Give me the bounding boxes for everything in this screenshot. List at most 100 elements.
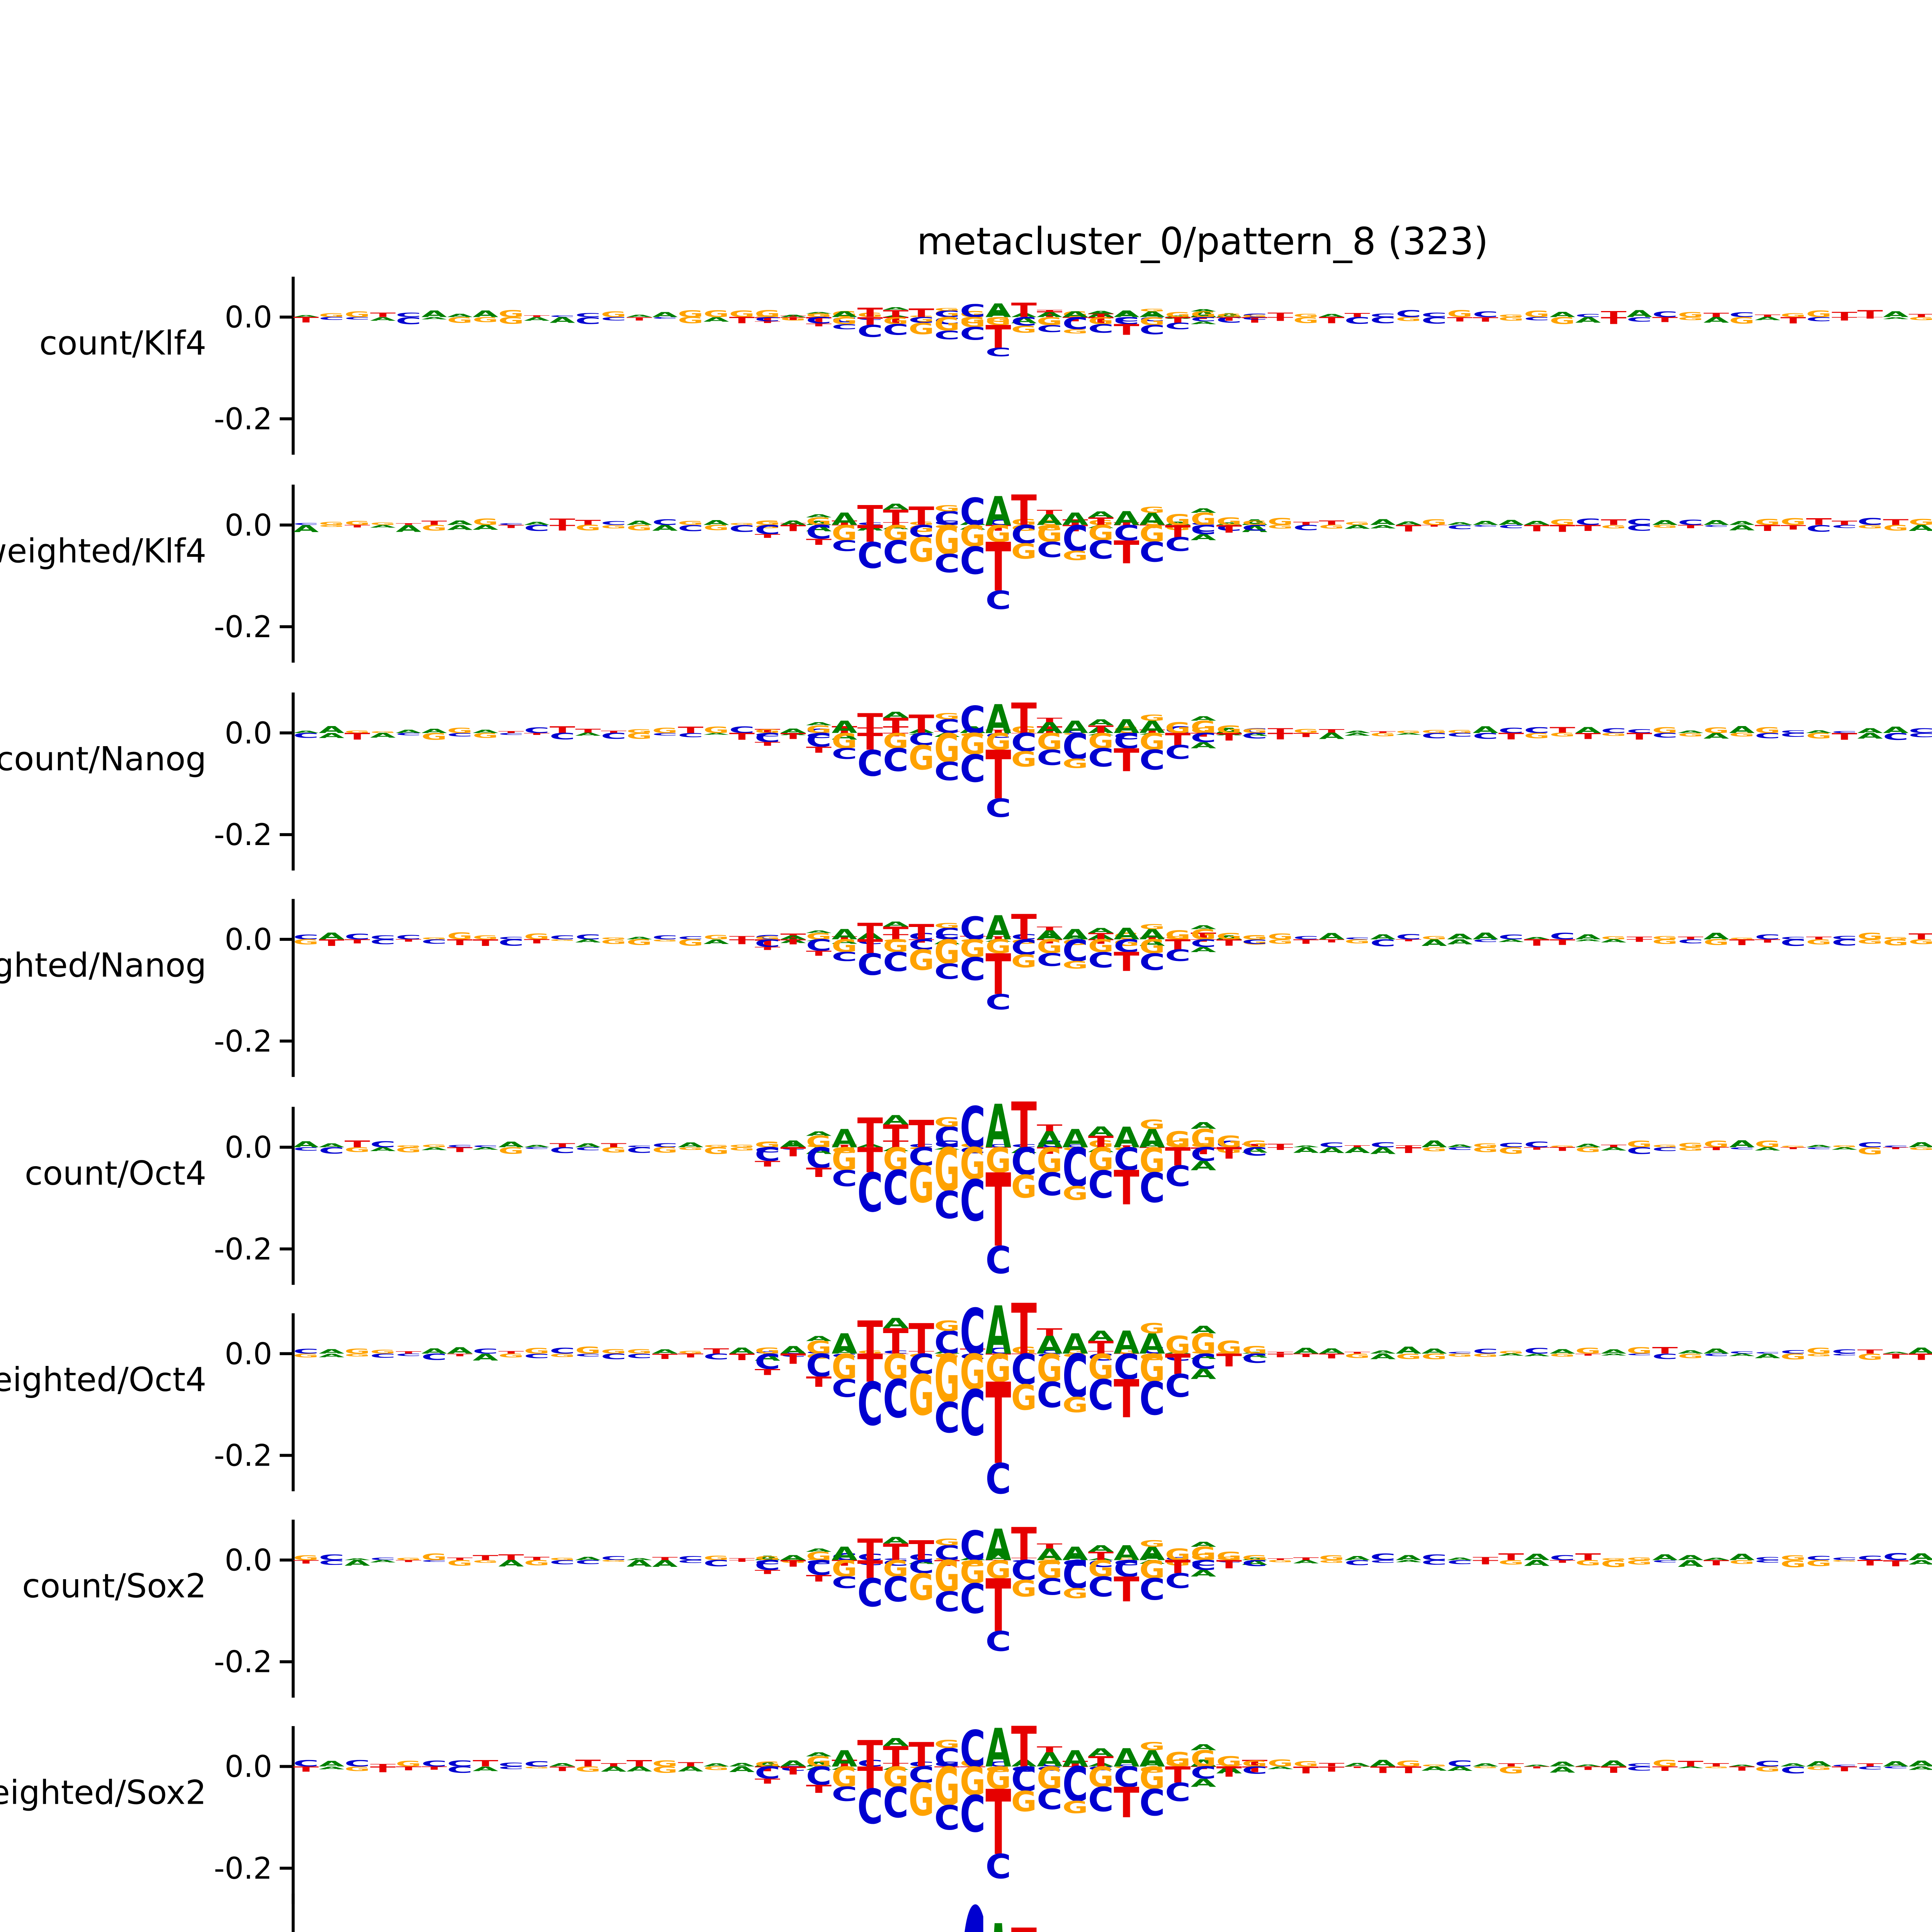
noise-letter: C [626,1145,652,1148]
logo-letter: A [1190,1323,1216,1336]
logo-letter: G [832,729,857,753]
logo-letter: C [1242,1764,1267,1776]
noise-letter: C [934,1139,960,1150]
noise-letter: A [473,1352,498,1363]
noise-letter: C [1114,316,1139,323]
noise-letter: G [447,726,473,735]
noise-letter: A [1139,733,1165,735]
noise-letter: T [1832,1765,1857,1773]
panel-label: count/Nanog [0,740,206,779]
noise-letter: A [781,732,806,736]
noise-letter: T [1575,1353,1601,1357]
noise-letter: C [1652,1146,1678,1153]
noise-letter: A [1832,1146,1857,1150]
noise-letter: A [1370,517,1396,527]
noise-letter: C [1781,732,1806,738]
noise-letter: C [1524,726,1549,735]
logo-letter: C [1165,1778,1190,1807]
noise-letter: G [1908,517,1932,527]
logo-letter: A [806,1130,832,1138]
logo-letter: C [960,951,985,988]
noise-letter: T [1601,1144,1627,1148]
logo-letter: G [755,935,780,940]
noise-letter: G [1806,1766,1832,1771]
noise-letter: A [1216,934,1242,940]
logo-letter: C [1190,523,1216,537]
noise-letter: G [1165,524,1190,532]
noise-letter: A [1601,1146,1627,1152]
noise-letter: C [1370,937,1396,949]
noise-letter: T [1524,523,1550,533]
noise-letter: G [1267,938,1293,946]
noise-letter: A [626,1558,652,1569]
logo-letter: A [1037,512,1063,529]
logo-letter: A [1114,309,1139,320]
noise-letter: G [498,315,524,326]
noise-letter: G [1857,1352,1883,1362]
logo-letter: G [883,315,908,327]
noise-letter: A [1344,1146,1370,1155]
noise-letter: A [319,931,345,942]
noise-letter: A [319,1766,345,1770]
logo-letter: A [1190,1777,1216,1789]
noise-letter: A [1319,1146,1344,1155]
noise-letter: T [1267,316,1293,322]
noise-letter: C [1344,315,1370,326]
noise-letter: T [1037,724,1062,735]
logo-letter: T [781,316,807,321]
noise-letter: T [1293,732,1319,738]
logo-letter: C [883,742,908,779]
noise-letter: G [447,1559,473,1568]
noise-letter: A [1908,523,1932,533]
noise-letter: A [985,939,1011,942]
logo-letter: A [985,1882,1011,1932]
logo-letter: A [1190,1568,1216,1579]
logo-letter: C [1011,1140,1037,1184]
noise-letter: G [908,315,934,318]
noise-letter: G [1473,1143,1498,1149]
logo-letter: C [1114,315,1139,327]
logo-letter: T [857,935,883,958]
noise-letter: G [1806,938,1832,946]
logo-letter: C [1190,316,1216,323]
noise-letter: A [1139,937,1165,948]
logo-letter: G [1063,1585,1088,1601]
logo-letter: C [960,490,985,534]
logo-letter: C [883,1161,908,1216]
logo-letter: G [934,1318,960,1334]
noise-letter: A [1319,931,1345,941]
noise-letter: T [1524,937,1550,947]
noise-letter: T [1114,1145,1139,1148]
logo-letter: T [985,319,1011,355]
logo-letter: G [883,1141,908,1178]
logo-letter: G [755,520,780,526]
noise-letter: C [985,1144,1011,1148]
noise-letter: A [1114,311,1139,319]
logo-letter: C [1139,949,1165,975]
logo-letter: G [934,1136,960,1205]
logo-letter: G [1011,951,1037,971]
logo-letter: T [1216,1558,1242,1571]
logo-letter: A [806,721,832,726]
noise-letter: C [934,933,960,941]
logo-letter: A [1190,740,1216,750]
noise-letter: A [1344,524,1370,530]
noise-letter: C [1883,1766,1908,1769]
noise-letter: A [1216,313,1242,318]
noise-letter: C [1781,937,1806,948]
logo-letter: G [883,729,908,753]
logo-letter: C [1063,726,1088,767]
noise-letter: G [1652,726,1678,735]
y-tick-label: 0.0 [224,716,272,751]
noise-letter: T [1293,1353,1319,1358]
logo-letter: T [857,306,883,320]
noise-letter: G [1626,1559,1652,1566]
y-tick-label: -0.2 [214,402,272,437]
logo-letter: G [934,1738,960,1751]
noise-letter: G [1114,724,1139,735]
noise-letter: T [626,316,652,322]
noise-letter: G [1422,935,1447,940]
noise-letter: A [1293,1559,1319,1565]
noise-letter: C [575,933,601,941]
noise-letter: T [1549,938,1576,947]
